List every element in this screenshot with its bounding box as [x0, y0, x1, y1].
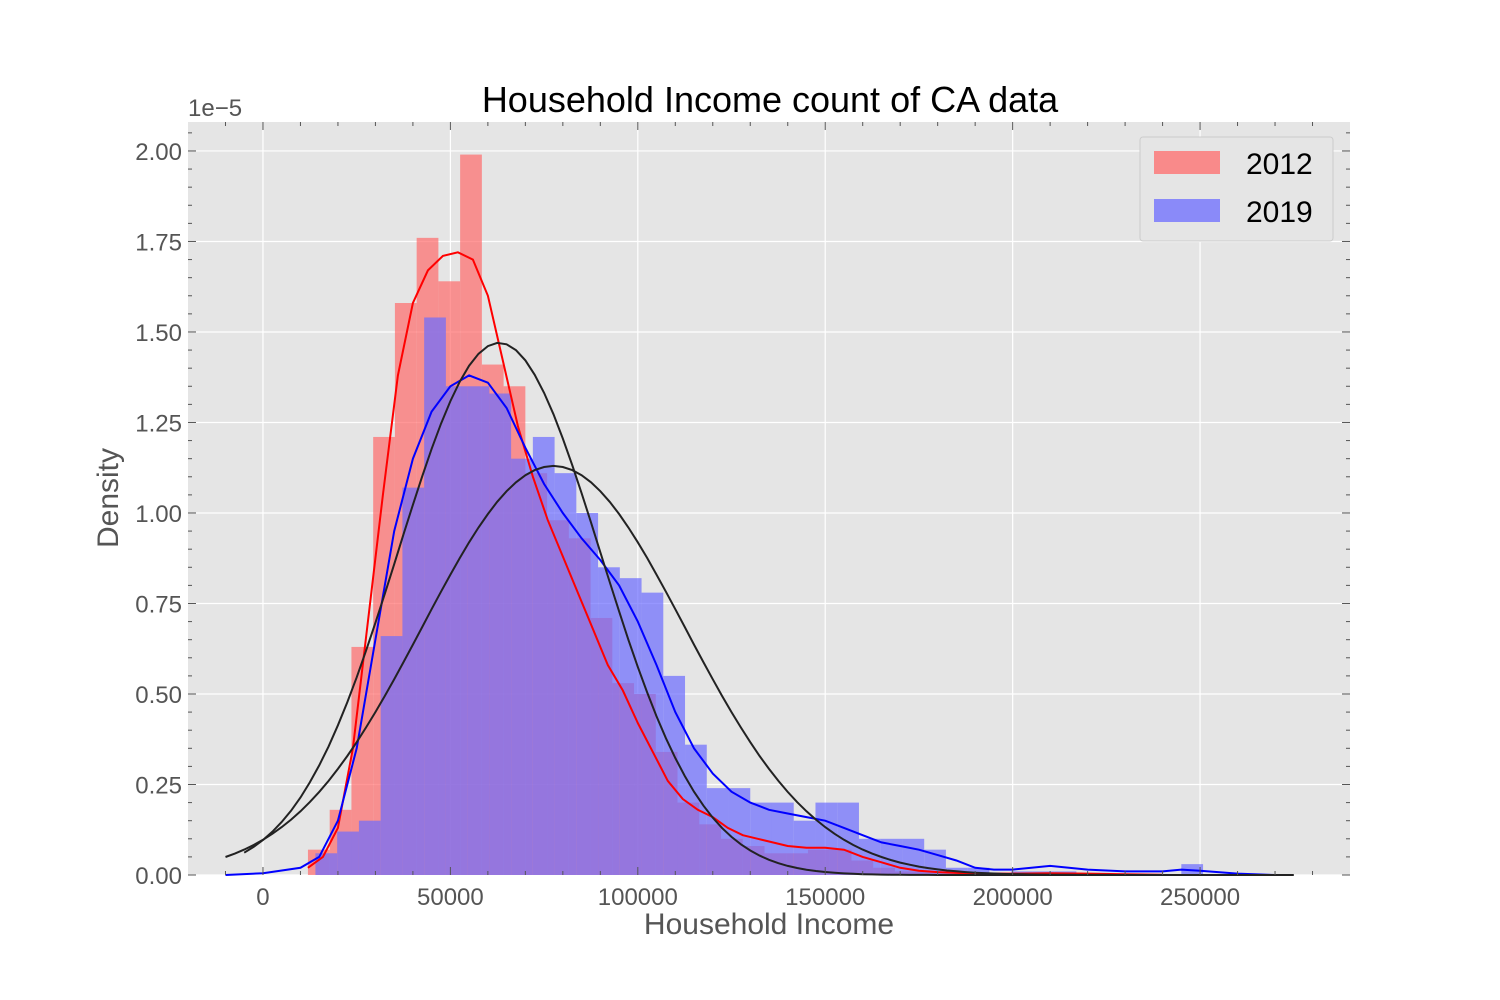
x-tick-label-4: 200000 [973, 884, 1053, 911]
y-tick-label-0: 0.00 [135, 863, 182, 890]
histogram-bars [307, 154, 1204, 876]
y-tick-label-5: 1.25 [135, 410, 182, 437]
legend-label-2012: 2012 [1246, 148, 1313, 181]
x-axis-label: Household Income [644, 908, 894, 941]
bar-2019-23 [815, 802, 838, 875]
legend: 2012 2019 [1139, 136, 1334, 242]
y-tick-label-2: 0.50 [135, 682, 182, 709]
x-tick-label-0: 0 [256, 884, 269, 911]
y-tick-label-3: 0.75 [135, 591, 182, 618]
kde-curve-2019 [225, 374, 1276, 876]
y-tick-label-6: 1.50 [135, 320, 182, 347]
bar-2012-2 [351, 646, 374, 875]
bar-2019-21 [771, 802, 794, 875]
legend-swatch-2012 [1154, 151, 1220, 174]
bar-2019-19 [728, 788, 751, 875]
bar-2019-17 [685, 744, 707, 875]
legend-label-2019: 2019 [1246, 196, 1313, 229]
y-tick-label-7: 1.75 [135, 229, 182, 256]
bar-2019-10 [532, 436, 555, 875]
bar-2019-2 [358, 820, 381, 875]
x-tick-label-1: 50000 [417, 884, 484, 911]
bar-2019-18 [706, 788, 729, 875]
bar-2019-12 [576, 512, 599, 875]
bar-2019-13 [598, 567, 620, 875]
tick-labels: 0 50000 100000 150000 200000 250000 0.00 0.25 0.… [135, 139, 1240, 911]
y-tick-label-4: 1.00 [135, 501, 182, 528]
bar-2019-25 [858, 838, 881, 875]
x-tick-label-5: 250000 [1160, 884, 1240, 911]
bar-2019-3 [380, 636, 403, 875]
bar-2019-15 [641, 592, 664, 875]
y-tick-label-8: 2.00 [135, 139, 182, 166]
x-tick-label-3: 150000 [785, 884, 865, 911]
bar-2019-16 [663, 675, 686, 875]
axis-ticks [188, 122, 1350, 876]
bar-2019-14 [619, 578, 642, 875]
y-tick-label-1: 0.25 [135, 772, 182, 799]
bar-2019-6 [445, 386, 468, 875]
bar-2019-1 [337, 831, 359, 875]
legend-swatch-2019 [1154, 199, 1220, 222]
kde-curve-2012 [307, 251, 1163, 876]
normal-fit-curve-2019 [225, 464, 1294, 876]
x-tick-label-2: 100000 [598, 884, 678, 911]
bar-2019-8 [489, 393, 512, 875]
bar-2019-9 [511, 458, 533, 875]
bar-2019-4 [402, 487, 425, 875]
density-curves [225, 251, 1294, 876]
y-axis-offset-label: 1e−5 [188, 95, 242, 122]
bar-2019-5 [424, 317, 446, 876]
bar-2019-7 [467, 386, 490, 875]
bar-2019-30 [967, 867, 990, 875]
chart-title: Household Income count of CA data [482, 79, 1059, 120]
bar-2019-24 [837, 802, 859, 875]
y-axis-label: Density [92, 448, 125, 548]
bar-2019-11 [554, 473, 577, 875]
